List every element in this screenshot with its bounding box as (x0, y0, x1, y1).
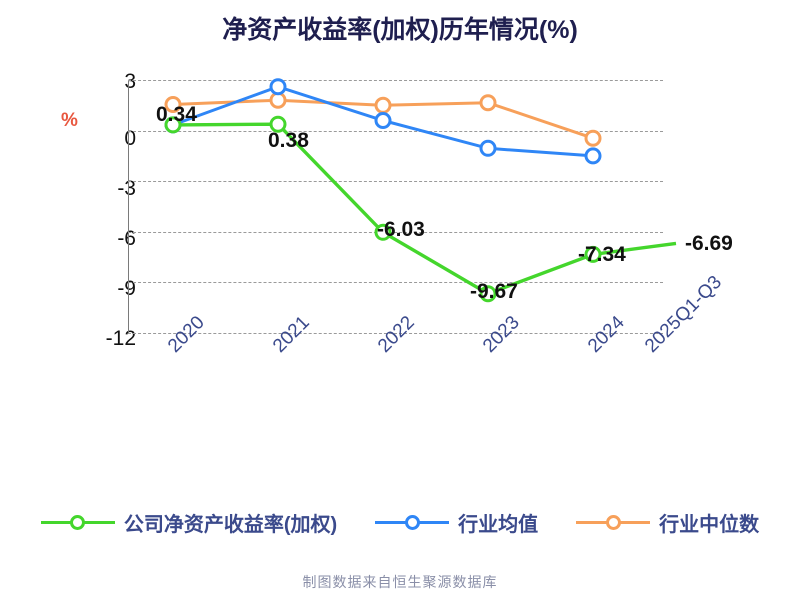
chart-legend: 公司净资产收益率(加权) 行业均值 行业中位数 (0, 508, 800, 537)
gridline-neg6 (128, 231, 663, 233)
gridline-neg12 (128, 333, 663, 334)
data-label-2024: -7.34 (578, 243, 626, 266)
plot-area: 0.34 0.38 -6.03 -9.67 -7.34 -6.69 2020 2… (128, 78, 733, 357)
y-tick-5: -12 (105, 327, 136, 350)
series-points-median (164, 91, 602, 147)
chart-title: 净资产收益率(加权)历年情况(%) (222, 16, 578, 44)
data-label-2021: 0.38 (268, 129, 309, 152)
y-axis-label: % (59, 110, 80, 129)
legend-label-median: 行业中位数 (659, 514, 760, 536)
gridline-0 (128, 130, 663, 132)
legend-item-company[interactable]: 公司净资产收益率(加权) (40, 508, 338, 537)
chart-footer: 制图数据来自恒生聚源数据库 (302, 574, 498, 590)
legend-label-company: 公司净资产收益率(加权) (123, 514, 338, 536)
data-label-2023: -9.67 (470, 280, 518, 303)
series-lines (164, 78, 677, 303)
data-label-2020: 0.34 (156, 103, 197, 126)
legend-swatch-average (375, 515, 450, 530)
data-label-2025q1q3: -6.69 (685, 232, 733, 255)
y-tick-4: -9 (117, 277, 136, 300)
series-points-company (164, 115, 602, 303)
y-tick-1: 0 (124, 127, 136, 150)
y-axis-line (128, 80, 129, 333)
legend-item-average[interactable]: 行业均值 (375, 508, 538, 537)
y-tick-2: -3 (117, 177, 136, 200)
legend-label-average: 行业均值 (458, 514, 539, 536)
series-line-company (172, 122, 677, 296)
gridline-neg3 (128, 181, 663, 183)
gridline-3 (128, 80, 663, 81)
legend-swatch-company (40, 515, 115, 530)
legend-item-median[interactable]: 行业中位数 (576, 508, 759, 537)
data-label-2022: -6.03 (377, 218, 425, 241)
y-tick-0: 3 (124, 70, 136, 93)
gridline-neg9 (128, 282, 663, 284)
y-tick-3: -6 (117, 227, 136, 250)
legend-swatch-median (576, 515, 651, 530)
